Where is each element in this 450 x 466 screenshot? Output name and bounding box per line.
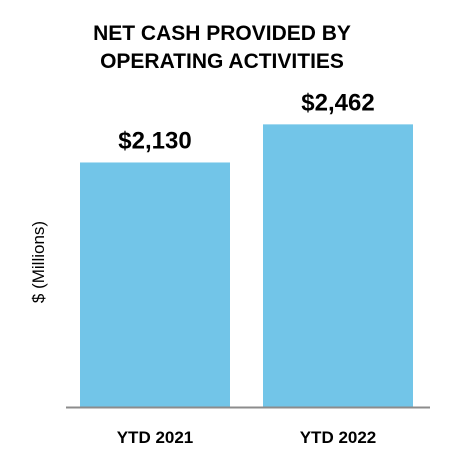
category-label-1: YTD 2021	[117, 428, 194, 447]
value-labels-group: $2,130 $2,462	[118, 89, 374, 154]
chart-title-line-1: NET CASH PROVIDED BY	[93, 22, 351, 45]
category-label-2: YTD 2022	[300, 428, 377, 447]
category-labels-group: YTD 2021 YTD 2022	[117, 428, 377, 447]
chart-title-line-2: OPERATING ACTIVITIES	[100, 50, 344, 73]
bar-1	[80, 162, 230, 407]
bars-group	[80, 124, 413, 407]
y-axis-label: $ (Millions)	[29, 221, 48, 303]
value-label-2: $2,462	[301, 89, 374, 116]
bar-2	[263, 124, 413, 407]
value-label-1: $2,130	[118, 127, 191, 154]
chart-title: NET CASH PROVIDED BY OPERATING ACTIVITIE…	[93, 22, 351, 73]
